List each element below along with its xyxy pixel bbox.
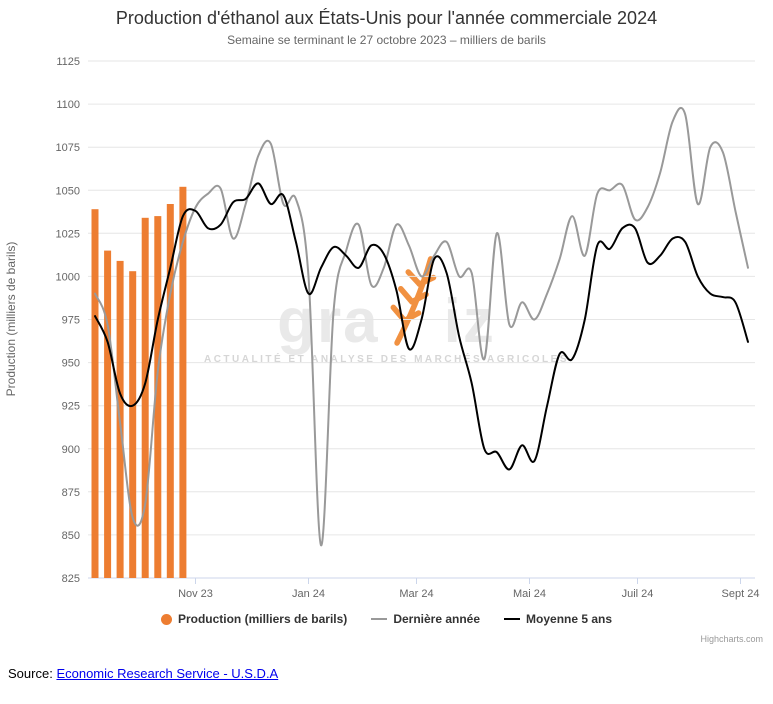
- svg-text:Juil 24: Juil 24: [622, 588, 654, 600]
- chart-subtitle: Semaine se terminant le 27 octobre 2023 …: [227, 33, 546, 47]
- legend-label-last-year: Dernière année: [393, 612, 481, 626]
- 5yr-average-marker-icon: [504, 618, 521, 620]
- y-axis-title: Production (milliers de barils): [4, 242, 18, 397]
- svg-text:1025: 1025: [56, 228, 80, 240]
- svg-text:1050: 1050: [56, 185, 80, 197]
- svg-text:950: 950: [62, 358, 80, 370]
- svg-text:Sept 24: Sept 24: [722, 588, 760, 600]
- svg-text:850: 850: [62, 530, 80, 542]
- highcharts-credits-link[interactable]: Highcharts.com: [700, 634, 763, 644]
- svg-text:1125: 1125: [56, 56, 80, 68]
- svg-text:875: 875: [62, 487, 80, 499]
- svg-text:Mai 24: Mai 24: [513, 588, 546, 600]
- last-year-marker-icon: [371, 618, 388, 620]
- legend-item-production[interactable]: Production (milliers de barils): [160, 612, 348, 626]
- source-link[interactable]: Economic Research Service - U.S.D.A: [56, 666, 279, 681]
- legend-item-last-year[interactable]: Dernière année: [371, 612, 480, 626]
- legend-label-production: Production (milliers de barils): [177, 612, 348, 626]
- production-marker-icon: [160, 613, 172, 625]
- watermark-tagline: ACTUALITÉ ET ANALYSE DES MARCHÉS AGRICOL…: [203, 354, 570, 365]
- svg-text:975: 975: [62, 315, 80, 327]
- chart-title: Production d'éthanol aux États-Unis pour…: [115, 8, 658, 28]
- svg-text:925: 925: [62, 401, 80, 413]
- source-label: Source:: [8, 666, 53, 681]
- watermark-brand-left: gra: [277, 287, 380, 357]
- svg-text:Mar 24: Mar 24: [399, 588, 433, 600]
- svg-text:Jan 24: Jan 24: [292, 588, 325, 600]
- svg-text:1100: 1100: [56, 99, 80, 111]
- svg-text:900: 900: [62, 444, 80, 456]
- svg-text:Nov 23: Nov 23: [178, 588, 213, 600]
- ethanol-production-chart: gra iz ACTUALITÉ ET ANALYSE DES MARCHÉS …: [0, 0, 773, 650]
- svg-text:1075: 1075: [56, 142, 80, 154]
- legend-item-5yr-average[interactable]: Moyenne 5 ans: [504, 612, 612, 626]
- plot-area[interactable]: Production (milliers de barils) 825 850 87…: [0, 0, 773, 650]
- svg-text:1000: 1000: [56, 271, 80, 283]
- source-line: Source: Economic Research Service - U.S.…: [8, 666, 773, 681]
- legend-label-5yr-average: Moyenne 5 ans: [526, 612, 613, 626]
- svg-text:825: 825: [62, 573, 80, 585]
- legend: Production (milliers de barils) Dernière…: [0, 612, 773, 626]
